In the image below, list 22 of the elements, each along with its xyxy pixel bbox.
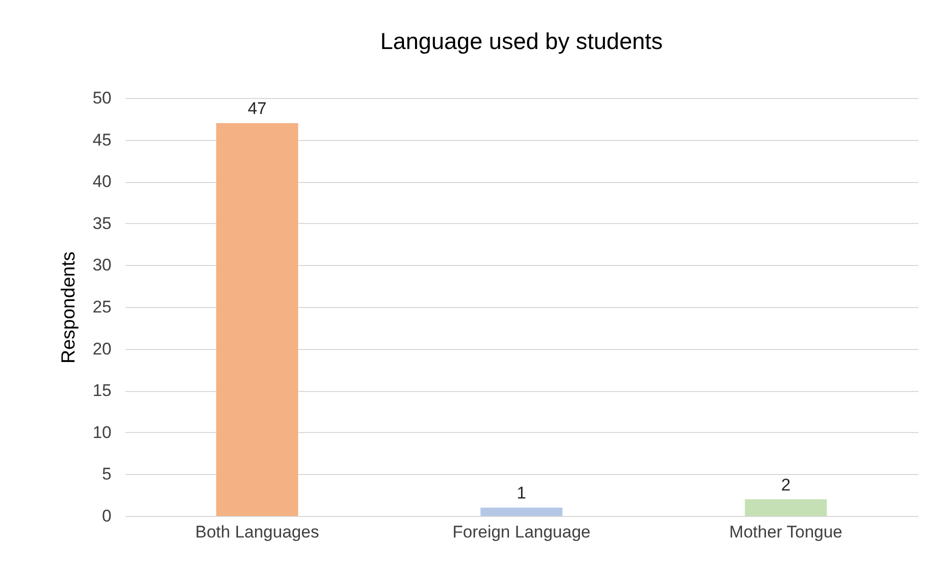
data-label: 2 — [781, 475, 791, 494]
y-tick-label: 15 — [92, 381, 112, 400]
y-tick-label: 35 — [92, 214, 112, 233]
y-tick-label: 45 — [92, 130, 112, 150]
data-label: 1 — [516, 484, 526, 503]
y-axis-title: Respondents — [58, 252, 80, 364]
y-tick-label: 10 — [92, 422, 112, 442]
x-tick-label: Both Languages — [195, 522, 320, 542]
y-tick-label: 20 — [92, 339, 112, 358]
x-tick-label: Mother Tongue — [729, 522, 842, 542]
chart-title: Language used by students — [380, 28, 663, 54]
y-tick-label: 5 — [102, 464, 112, 484]
bar — [480, 508, 562, 516]
bar — [216, 123, 298, 516]
y-tick-label: 50 — [92, 88, 112, 108]
y-tick-label: 30 — [92, 256, 112, 275]
y-tick-label: 0 — [102, 506, 112, 526]
data-label: 47 — [248, 99, 267, 118]
x-tick-label: Foreign Language — [452, 522, 591, 542]
y-tick-label: 40 — [92, 172, 112, 192]
y-tick-label: 25 — [92, 298, 112, 316]
bar — [744, 499, 827, 516]
